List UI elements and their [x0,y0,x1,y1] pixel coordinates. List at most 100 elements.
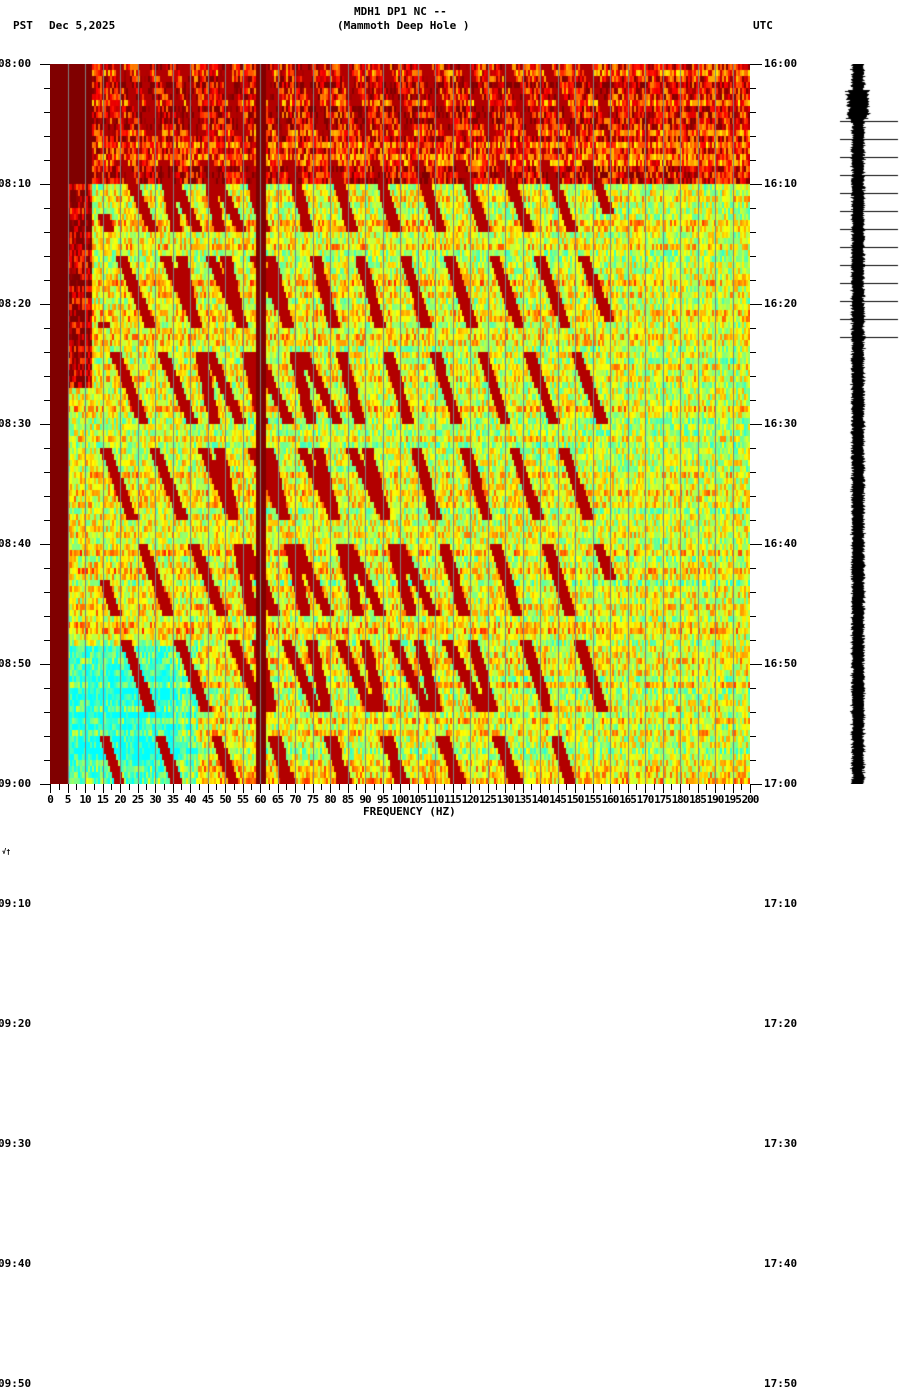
x-axis-tick [76,784,77,790]
x-axis-tick [269,784,270,790]
right-axis-tick [750,184,762,185]
right-axis-tick [750,280,756,281]
left-time-label: 08:00 [0,57,32,70]
x-axis-label-tick: 165 [619,793,637,806]
x-axis-tick [523,784,524,793]
x-axis-tick [558,784,559,793]
x-axis-label-tick: 60 [254,793,266,806]
right-axis-tick [750,616,756,617]
x-axis-tick [146,784,147,790]
left-time-label: 09:00 [0,777,32,790]
x-axis-tick [190,784,191,793]
x-axis-tick [383,784,384,793]
right-axis-tick [750,304,762,305]
x-axis-label-tick: 75 [306,793,319,806]
x-axis-tick [234,784,235,790]
x-axis-tick [164,784,165,790]
left-axis-tick [40,424,50,425]
spectrogram-plot [50,64,750,784]
x-axis-tick [575,784,576,793]
x-axis-label-tick: 90 [359,793,371,806]
x-axis-tick [111,784,112,790]
left-axis-tick [44,88,50,89]
x-axis-tick [636,784,637,790]
x-axis-tick [461,784,462,790]
left-axis-tick [44,376,50,377]
x-axis-label-tick: 175 [654,793,672,806]
left-axis-tick [40,304,50,305]
x-axis-label-tick: 80 [324,793,336,806]
right-time-label: 17:30 [764,1137,798,1150]
x-axis-label-tick: 40 [184,793,196,806]
x-axis-tick [671,784,672,790]
right-axis-tick [750,784,762,785]
left-axis-tick [44,496,50,497]
right-time-label: 16:40 [764,537,798,550]
x-axis-tick [278,784,279,793]
left-axis-tick [44,160,50,161]
x-axis-label-tick: 150 [566,793,585,806]
x-axis-tick [470,784,471,793]
right-axis-tick [750,568,756,569]
left-timezone-label: PST [13,19,33,32]
left-axis-tick [44,640,50,641]
x-axis-tick [750,784,751,793]
right-time-label: 16:50 [764,657,798,670]
right-axis-tick [750,352,756,353]
x-axis-tick [216,784,217,790]
right-time-label: 16:30 [764,417,798,430]
date-label: Dec 5,2025 [49,19,116,32]
left-axis-tick [40,664,50,665]
x-axis-tick [208,784,209,793]
right-axis-tick [750,136,756,137]
left-axis-tick [44,520,50,521]
x-axis-tick [680,784,681,793]
left-axis-tick [44,208,50,209]
x-axis-label-tick: 95 [376,793,389,806]
left-time-label: 08:30 [0,417,32,430]
right-axis-tick [750,376,756,377]
left-axis-tick [44,760,50,761]
x-axis-tick [321,784,322,790]
right-timezone-label: UTC [753,19,773,32]
x-axis-tick [120,784,121,793]
x-axis-tick [304,784,305,790]
right-axis-tick [750,760,756,761]
left-time-label: 09:40 [0,1257,32,1270]
x-axis-label-tick: 140 [531,793,550,806]
left-axis-tick [44,112,50,113]
x-axis-label-tick: 30 [149,793,161,806]
left-axis-tick [44,400,50,401]
seismogram-trace [836,64,902,784]
right-time-label: 17:00 [764,777,798,790]
x-axis-tick [50,784,51,793]
right-axis-tick [750,712,756,713]
right-axis-tick [750,520,756,521]
x-axis-tick [706,784,707,790]
x-axis-label-tick: 5 [64,793,72,806]
x-axis-label-tick: 185 [689,793,707,806]
x-axis-label-tick: 195 [724,793,742,806]
right-axis-tick [750,208,756,209]
x-axis-label-tick: 120 [461,793,480,806]
x-axis-label-tick: 160 [601,793,620,806]
x-axis-tick [619,784,620,790]
x-axis-label-tick: 85 [341,793,354,806]
x-axis-label-tick: 100 [391,793,410,806]
x-axis-tick [59,784,60,790]
x-axis-tick [225,784,226,793]
right-axis-tick [750,472,756,473]
x-axis-tick [496,784,497,790]
x-axis-label-tick: 180 [671,793,690,806]
left-time-label: 09:50 [0,1377,32,1390]
x-axis-tick [295,784,296,793]
x-axis-label-tick: 10 [79,793,91,806]
left-axis-tick [44,448,50,449]
x-axis-label: FREQUENCY (HZ) [363,805,456,818]
x-axis-tick [199,784,200,790]
left-time-label: 08:40 [0,537,32,550]
left-axis-tick [44,328,50,329]
x-axis-label-tick: 70 [289,793,301,806]
x-axis-tick [173,784,174,793]
x-axis-tick [531,784,532,790]
